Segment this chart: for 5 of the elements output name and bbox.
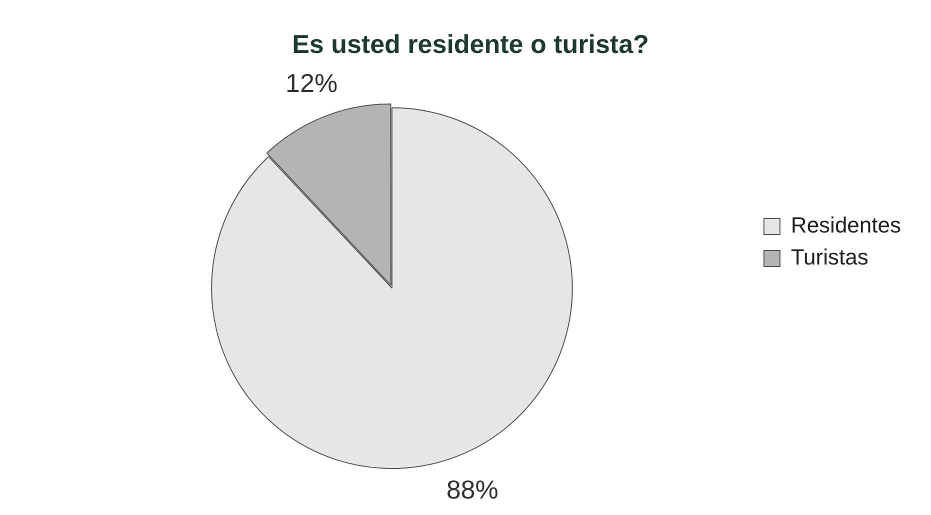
data-label: 12% — [286, 68, 338, 98]
legend-label: Residentes — [790, 212, 902, 238]
data-label: 88% — [446, 474, 498, 504]
legend-label: Turistas — [790, 244, 868, 270]
chart-title: Es usted residente o turista? — [292, 28, 649, 59]
